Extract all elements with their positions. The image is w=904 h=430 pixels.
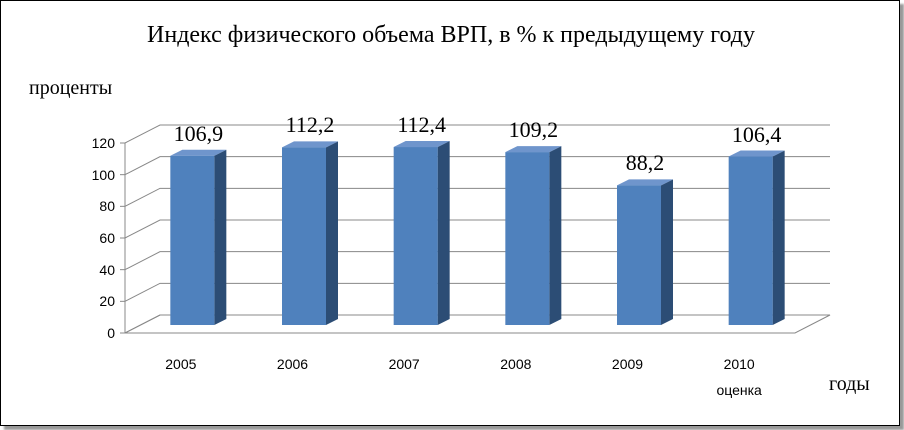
grid-line — [124, 187, 830, 207]
bar-side — [661, 179, 673, 325]
bar-side — [214, 149, 227, 325]
x-tick-label: 2010 оценка — [716, 356, 762, 398]
bar-top — [728, 150, 785, 157]
bar-top — [393, 141, 450, 148]
x-tick-label: 2007 — [388, 356, 420, 372]
bar-top — [617, 179, 673, 186]
y-tick-label: 120 — [91, 135, 115, 151]
value-label: 112,4 — [397, 112, 446, 138]
bar — [282, 147, 326, 325]
value-label: 106,4 — [731, 121, 782, 147]
grid-line — [124, 251, 830, 271]
y-axis-label: проценты — [29, 77, 113, 99]
value-label: 106,9 — [173, 120, 224, 146]
value-label: 109,2 — [508, 117, 559, 143]
x-tick-label: 2008 — [500, 356, 532, 372]
chart-title: Индекс физического объема ВРП, в % к пре… — [147, 22, 755, 48]
x-tick-label: 2006 — [276, 356, 309, 372]
grid-line — [124, 282, 830, 302]
y-tick-label: 100 — [91, 166, 115, 183]
bar-top — [505, 146, 562, 153]
bar — [393, 147, 438, 325]
x-tick-label: 2005 — [165, 356, 197, 372]
bar — [170, 155, 215, 325]
value-label: 112,2 — [285, 112, 335, 138]
x-axis-label: годы — [829, 373, 870, 395]
bar-side — [437, 141, 450, 325]
bar-top — [170, 149, 227, 156]
bar — [617, 185, 661, 325]
grid-line — [124, 314, 830, 334]
plot — [120, 124, 831, 334]
bar — [505, 152, 550, 325]
y-tick-label: 80 — [99, 198, 115, 215]
grid-line — [124, 124, 830, 144]
floor — [124, 314, 831, 334]
grid-line — [124, 156, 830, 176]
y-tick-label: 40 — [99, 261, 115, 278]
bar-side — [772, 150, 785, 325]
x-tick-label: 2009 — [611, 356, 644, 372]
bar-side — [549, 146, 562, 325]
bar-side — [326, 141, 338, 325]
bar — [728, 156, 773, 325]
y-tick-label: 20 — [99, 293, 115, 310]
y-tick-label: 0 — [107, 325, 115, 341]
value-label: 88,2 — [625, 150, 665, 176]
grid-line — [124, 219, 830, 239]
y-tick-label: 60 — [99, 230, 115, 246]
bar-top — [282, 141, 338, 148]
